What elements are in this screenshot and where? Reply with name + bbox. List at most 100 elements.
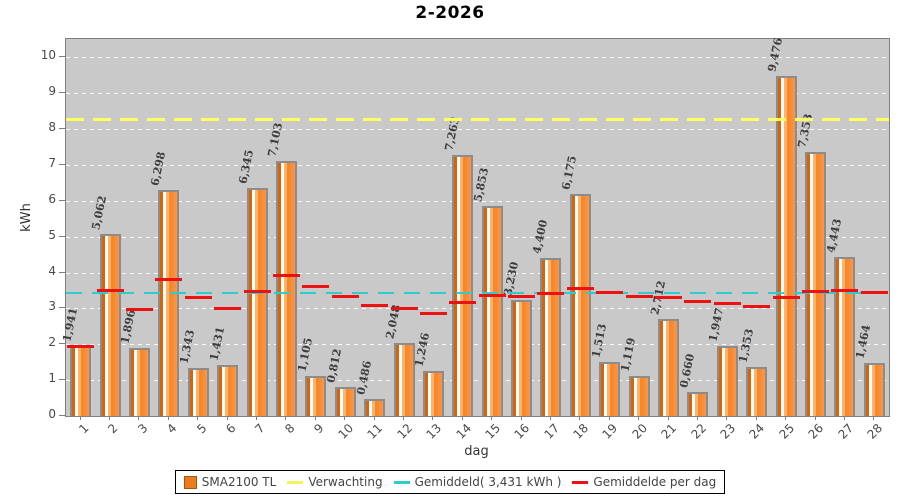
avg-per-day-segment bbox=[449, 300, 477, 304]
x-tick bbox=[843, 416, 845, 420]
bar-value-label: 0,486 bbox=[353, 359, 374, 396]
avg-per-day-segment bbox=[96, 288, 124, 292]
avg-per-day-segment bbox=[772, 295, 800, 299]
y-tick-label: 6 bbox=[48, 191, 56, 206]
gridline bbox=[66, 200, 889, 202]
bar bbox=[511, 300, 533, 416]
y-tick-label: 0 bbox=[48, 407, 56, 421]
avg-per-day-segment bbox=[243, 289, 271, 293]
gridline bbox=[66, 129, 889, 130]
y-tick bbox=[59, 271, 65, 273]
gridline bbox=[66, 344, 889, 346]
avg-per-day-segment bbox=[214, 307, 242, 311]
x-tick bbox=[579, 416, 581, 420]
x-tick-label-text: 19 bbox=[599, 421, 621, 442]
avg-per-day-segment bbox=[67, 344, 95, 348]
bar bbox=[658, 318, 680, 416]
bar bbox=[540, 258, 562, 416]
x-tick bbox=[256, 416, 258, 420]
x-axis-title: dag bbox=[464, 444, 489, 459]
bar-value-label: 6,345 bbox=[236, 148, 257, 186]
bar bbox=[364, 398, 386, 416]
x-tick bbox=[373, 416, 375, 420]
plot-area: 1,941 5,062 1,896 6,298 1,343 1,431 6,345 7,103… bbox=[60, 37, 890, 417]
bar bbox=[481, 206, 503, 416]
bar-value-label: 7,103 bbox=[265, 121, 286, 159]
x-tick bbox=[79, 416, 81, 420]
bar-value-label: 1,947 bbox=[706, 306, 727, 344]
avg-per-day-segment bbox=[684, 300, 712, 304]
x-tick bbox=[755, 416, 757, 420]
yellow-line-icon bbox=[287, 480, 304, 484]
x-tick bbox=[814, 416, 816, 420]
x-tick bbox=[785, 416, 787, 420]
bar-value-label: 1,464 bbox=[853, 324, 874, 361]
avg-per-day-segment bbox=[419, 312, 447, 316]
avg-per-day-segment bbox=[478, 294, 506, 298]
legend-label: Verwachting bbox=[308, 475, 383, 489]
y-tick-label: 3 bbox=[48, 299, 56, 314]
y-tick bbox=[59, 235, 65, 237]
bar bbox=[217, 364, 239, 416]
bar bbox=[599, 361, 621, 416]
legend-label: SMA2100 TL bbox=[201, 475, 277, 489]
average-line bbox=[66, 291, 889, 294]
x-tick-label-text: 15 bbox=[482, 421, 504, 442]
bar bbox=[863, 363, 885, 416]
x-tick bbox=[696, 416, 698, 420]
avg-per-day-segment bbox=[361, 304, 389, 308]
x-tick-label-text: 1 bbox=[76, 421, 92, 437]
expected-line bbox=[66, 117, 889, 121]
avg-per-day-segment bbox=[508, 294, 536, 298]
x-tick-label-text: 24 bbox=[746, 421, 768, 442]
bar bbox=[805, 152, 827, 416]
avg-per-day-segment bbox=[390, 307, 418, 311]
avg-per-day-segment bbox=[302, 284, 330, 288]
x-tick bbox=[491, 416, 493, 420]
x-tick bbox=[109, 416, 111, 420]
avg-per-day-segment bbox=[625, 294, 653, 298]
avg-per-day-segment bbox=[802, 290, 830, 294]
avg-per-day-segment bbox=[184, 295, 212, 299]
x-tick-label-text: 4 bbox=[164, 421, 180, 437]
bar-value-label: 5,853 bbox=[471, 166, 492, 204]
bar bbox=[834, 256, 856, 416]
bar bbox=[158, 190, 180, 416]
avg-per-day-segment bbox=[125, 308, 153, 312]
cyan-line-icon bbox=[393, 480, 410, 484]
x-tick-label-text: 28 bbox=[864, 421, 886, 442]
avg-per-day-segment bbox=[655, 295, 683, 299]
gridline bbox=[66, 308, 889, 310]
x-tick-label-text: 26 bbox=[805, 421, 827, 442]
chart-title: 2-2026 bbox=[415, 3, 485, 23]
bar bbox=[128, 347, 150, 416]
x-tick-label-text: 8 bbox=[282, 421, 298, 437]
x-tick bbox=[197, 416, 199, 420]
bar-value-label: 0,812 bbox=[324, 347, 345, 384]
x-tick-label-text: 7 bbox=[252, 421, 268, 437]
x-tick bbox=[549, 416, 551, 420]
x-tick-label-text: 14 bbox=[452, 421, 474, 442]
y-tick bbox=[59, 415, 65, 416]
x-tick bbox=[461, 416, 463, 420]
gridline bbox=[66, 164, 889, 166]
x-tick bbox=[344, 416, 346, 420]
bar bbox=[628, 375, 650, 416]
avg-per-day-segment bbox=[713, 302, 741, 306]
avg-per-day-segment bbox=[596, 290, 624, 294]
bar bbox=[187, 367, 209, 416]
bar bbox=[687, 392, 709, 416]
x-tick bbox=[520, 416, 522, 420]
x-tick bbox=[314, 416, 316, 420]
x-tick-label-text: 5 bbox=[193, 421, 210, 437]
avg-per-day-segment bbox=[537, 292, 565, 296]
bar bbox=[70, 346, 92, 416]
x-tick-label-text: 16 bbox=[511, 421, 533, 442]
y-tick bbox=[59, 163, 65, 165]
y-tick bbox=[59, 343, 65, 345]
x-tick bbox=[726, 416, 728, 420]
bar bbox=[775, 76, 797, 416]
bar bbox=[746, 367, 768, 416]
x-tick-label-text: 23 bbox=[717, 421, 739, 442]
x-tick-label-text: 9 bbox=[311, 421, 327, 437]
